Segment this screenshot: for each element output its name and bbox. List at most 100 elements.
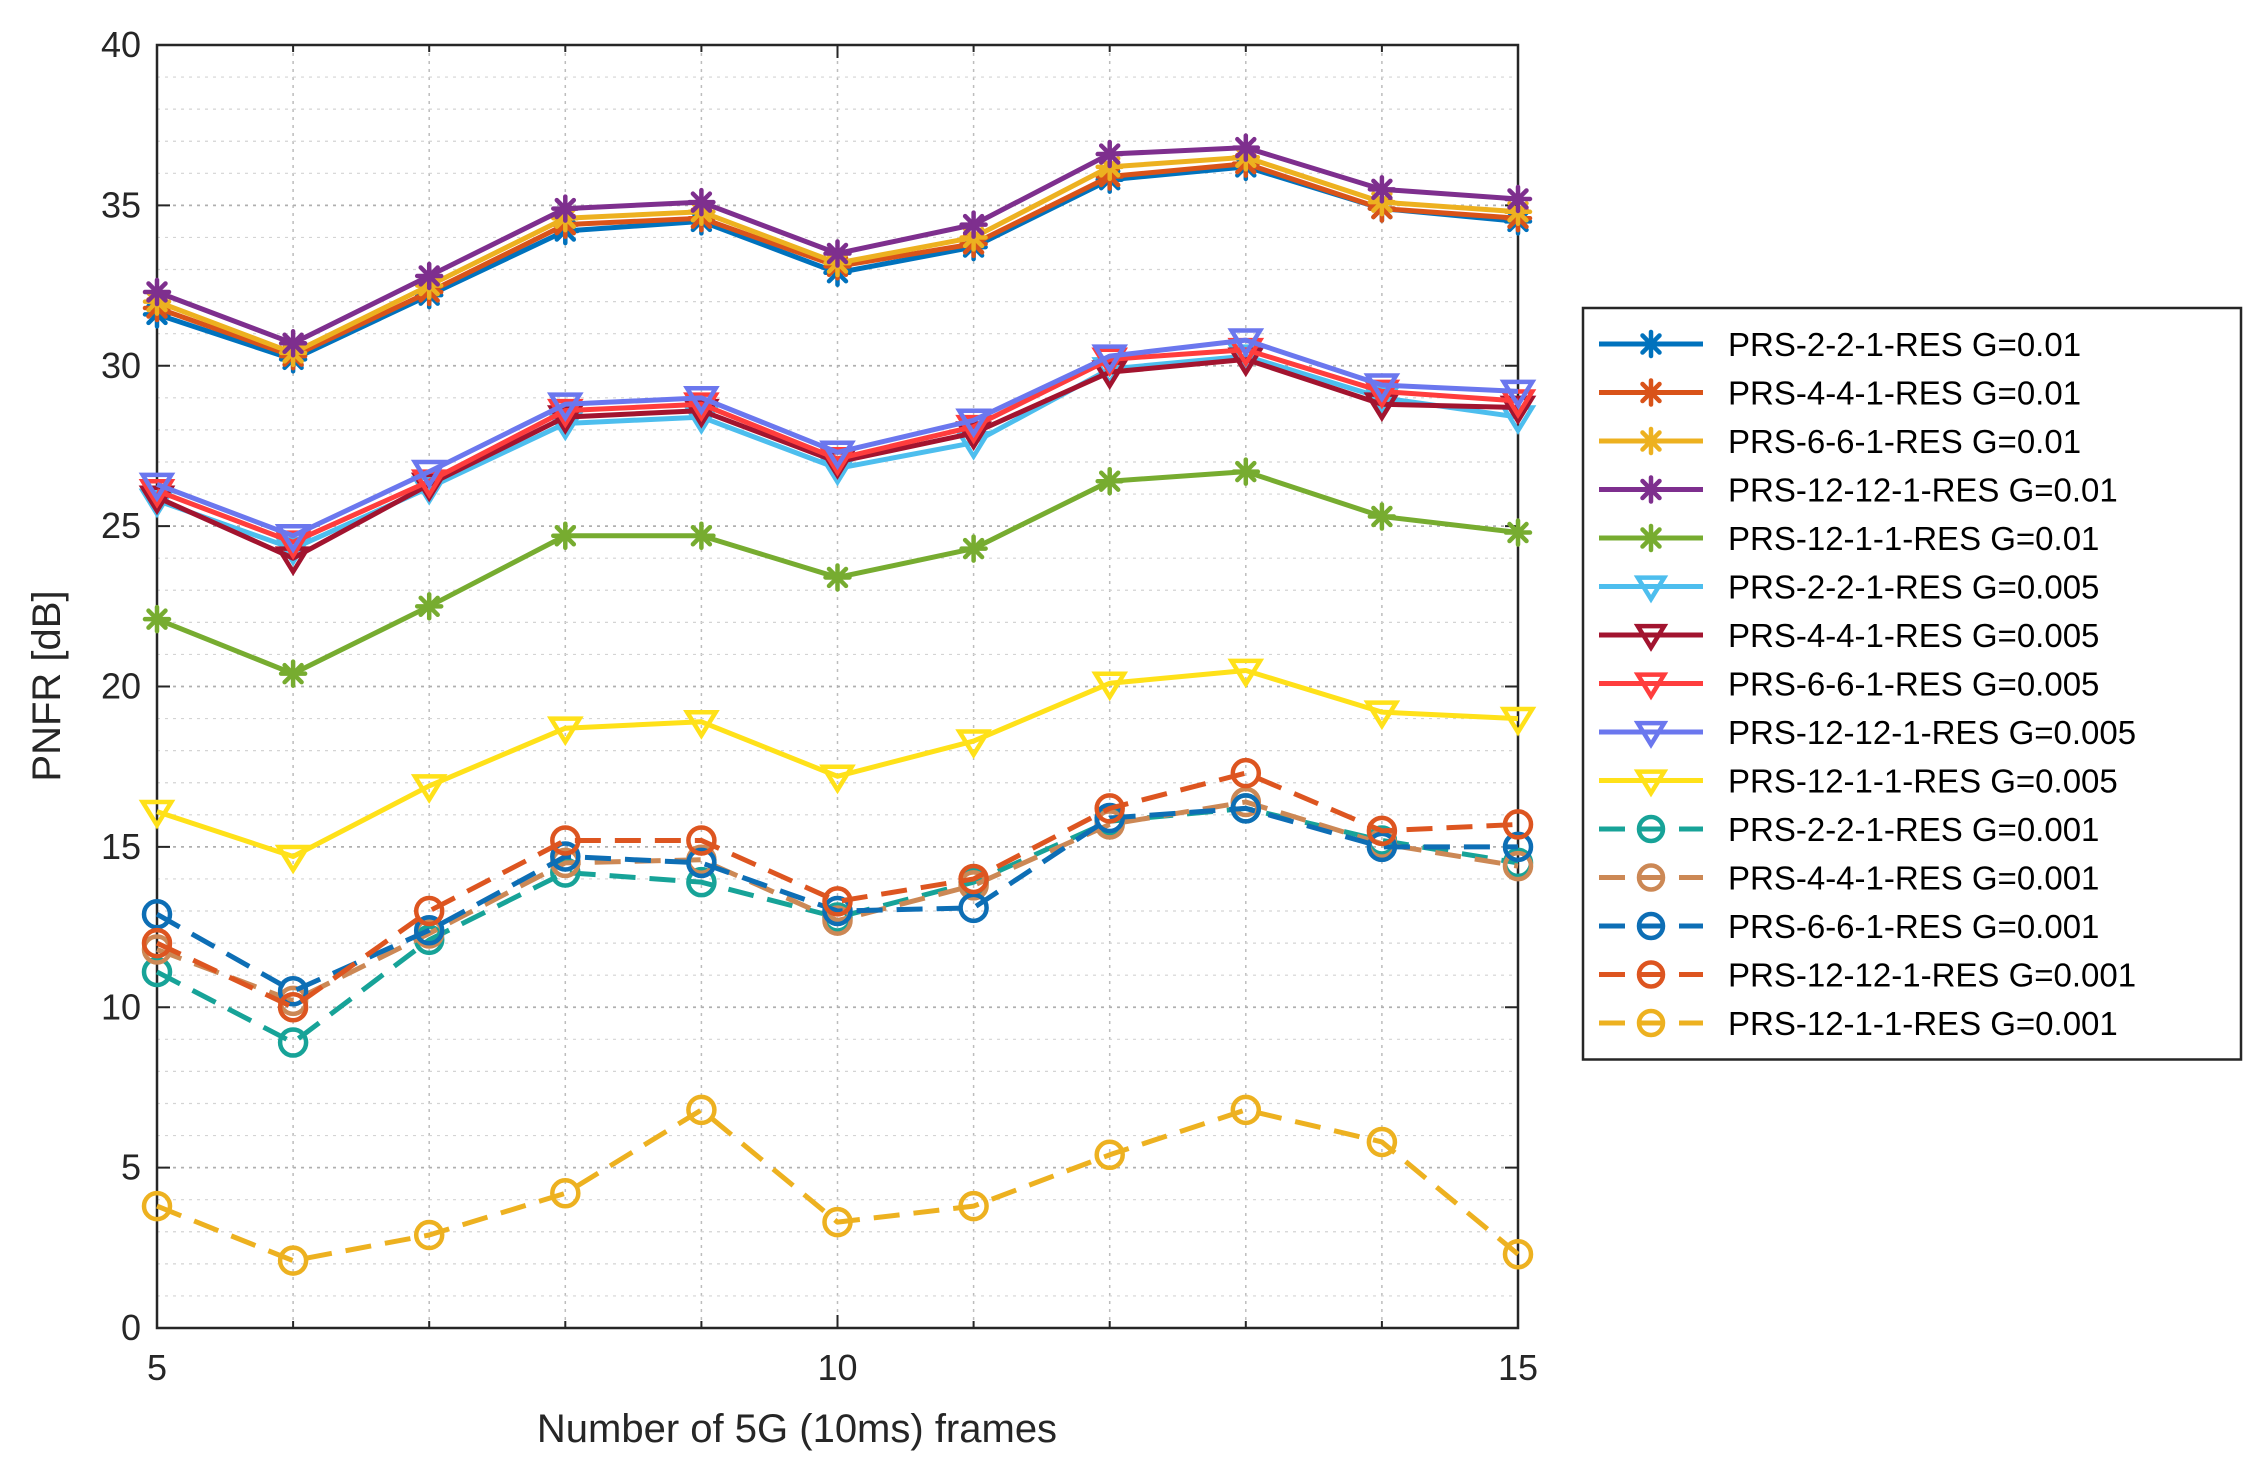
- circle-marker: [1366, 815, 1398, 847]
- asterisk-marker-stroke: [962, 213, 985, 236]
- legend-label: PRS-6-6-1-RES G=0.005: [1728, 666, 2099, 703]
- triangle-marker: [955, 421, 992, 452]
- asterisk-marker: [1503, 518, 1533, 547]
- circle-marker: [413, 895, 445, 927]
- asterisk-marker-stroke: [1098, 143, 1121, 165]
- legend-label: PRS-12-1-1-RES G=0.005: [1728, 763, 2118, 800]
- asterisk-marker-stroke: [418, 595, 440, 618]
- asterisk-marker: [551, 521, 580, 550]
- asterisk-marker-stroke: [962, 537, 985, 560]
- triangle-marker: [274, 523, 312, 554]
- asterisk-marker-stroke: [1235, 136, 1257, 159]
- asterisk-marker-stroke: [1640, 381, 1662, 404]
- series-9: [138, 328, 1537, 554]
- triangle-marker: [1633, 575, 1669, 604]
- series-line: [156, 667, 1519, 859]
- series-14: [141, 757, 1534, 1023]
- asterisk-marker: [142, 277, 172, 307]
- circle-marker: [277, 975, 309, 1007]
- asterisk-marker: [414, 261, 444, 291]
- series-line: [156, 1107, 1520, 1264]
- circle-marker: [1636, 814, 1666, 844]
- triangle-marker: [683, 386, 720, 416]
- series-13: [141, 793, 1534, 1007]
- triangle-marker: [1499, 389, 1537, 419]
- circle-marker: [958, 892, 989, 924]
- asterisk-marker: [823, 239, 852, 268]
- legend-label: PRS-6-6-1-RES G=0.01: [1728, 423, 2081, 460]
- circle-marker: [550, 841, 581, 872]
- triangle-marker: [955, 729, 992, 759]
- triangle-marker: [1499, 706, 1537, 737]
- legend-label: PRS-4-4-1-RES G=0.001: [1728, 860, 2099, 897]
- asterisk-marker: [278, 329, 308, 358]
- asterisk-marker-stroke: [554, 525, 577, 547]
- triangle-marker: [1091, 360, 1129, 391]
- circle-marker: [1502, 809, 1534, 840]
- asterisk-marker-stroke: [1640, 430, 1662, 452]
- circle-marker: [686, 866, 717, 898]
- series-10: [138, 658, 1537, 875]
- triangle-marker: [410, 459, 448, 490]
- triangle-marker: [546, 716, 584, 747]
- y-axis-label: PNFR [dB]: [25, 590, 69, 781]
- series-line: [155, 770, 1519, 1010]
- circle-marker: [822, 1206, 853, 1238]
- asterisk-marker-stroke: [690, 525, 713, 547]
- triangle-marker: [546, 405, 584, 436]
- asterisk-marker: [1095, 139, 1124, 169]
- legend-label: PRS-2-2-1-RES G=0.01: [1728, 326, 2081, 363]
- y-tick-label: 20: [101, 666, 141, 707]
- circle-marker: [1366, 831, 1398, 863]
- circle-marker: [1230, 757, 1262, 789]
- asterisk-marker: [959, 534, 988, 563]
- triangle-marker: [546, 398, 584, 429]
- legend-item: PRS-12-1-1-RES G=0.01: [1599, 520, 2099, 557]
- triangle-marker: [1633, 623, 1669, 652]
- circle-marker: [958, 1190, 989, 1222]
- asterisk-marker: [1095, 466, 1124, 496]
- legend-item: PRS-2-2-1-RES G=0.005: [1599, 569, 2099, 606]
- triangle-marker: [1227, 328, 1265, 359]
- circle-marker: [822, 895, 853, 927]
- circle-marker: [1636, 1008, 1666, 1038]
- circle-marker: [958, 863, 989, 895]
- triangle-marker: [1227, 658, 1265, 689]
- series-line: [156, 337, 1519, 539]
- triangle-marker: [1363, 700, 1401, 731]
- circle-marker: [550, 825, 581, 856]
- asterisk-marker: [687, 187, 716, 217]
- asterisk-marker-stroke: [826, 242, 849, 265]
- circle-marker: [1636, 960, 1666, 989]
- legend-item: PRS-4-4-1-RES G=0.01: [1599, 375, 2081, 412]
- asterisk-marker: [142, 604, 172, 634]
- legend-item: PRS-6-6-1-RES G=0.001: [1599, 908, 2099, 945]
- asterisk-marker-stroke: [1640, 527, 1662, 549]
- circle-marker: [1230, 793, 1262, 824]
- circle-marker: [413, 1219, 445, 1251]
- legend-label: PRS-12-12-1-RES G=0.001: [1728, 957, 2136, 994]
- circle-marker: [686, 1094, 717, 1126]
- legend-item: PRS-12-1-1-RES G=0.001: [1599, 1005, 2118, 1042]
- legend-label: PRS-12-1-1-RES G=0.001: [1728, 1005, 2118, 1042]
- asterisk-marker: [1367, 175, 1397, 204]
- asterisk-marker: [1231, 133, 1261, 162]
- legend-item: PRS-12-12-1-RES G=0.01: [1599, 472, 2118, 509]
- legend-item: PRS-6-6-1-RES G=0.005: [1599, 666, 2099, 703]
- circle-marker: [141, 956, 173, 988]
- circle-marker: [686, 847, 717, 879]
- triangle-marker: [1633, 672, 1669, 701]
- legend-label: PRS-6-6-1-RES G=0.001: [1728, 908, 2099, 945]
- legend-item: PRS-2-2-1-RES G=0.001: [1599, 811, 2099, 848]
- circle-marker: [1230, 1094, 1262, 1126]
- circle-marker: [1502, 1238, 1534, 1270]
- asterisk-marker-stroke: [554, 197, 577, 220]
- asterisk-marker: [1636, 523, 1666, 553]
- asterisk-marker-stroke: [1507, 521, 1529, 544]
- triangle-marker: [819, 764, 856, 795]
- asterisk-marker: [414, 592, 444, 621]
- y-tick-label: 25: [101, 505, 141, 546]
- series-layer: [138, 133, 1537, 1276]
- circle-marker: [277, 1245, 309, 1276]
